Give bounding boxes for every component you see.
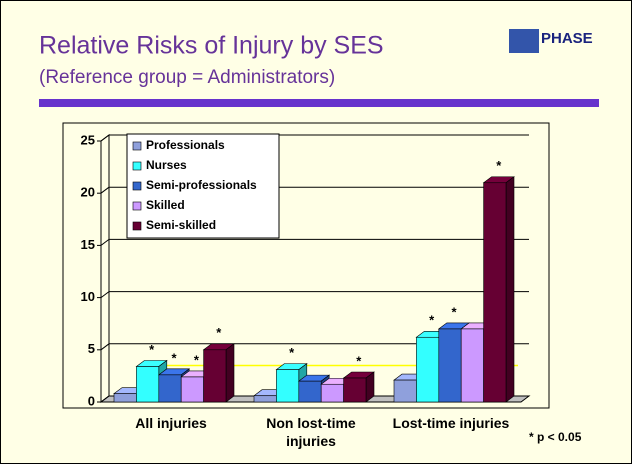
bar [343, 377, 367, 403]
bar [180, 376, 204, 403]
footnote: * p < 0.05 [529, 430, 582, 444]
x-tick-label: Non lost-time injuries [266, 415, 356, 449]
y-tick-label: 5 [88, 341, 95, 356]
x-tick-label: Lost-time injuries [392, 415, 510, 431]
bar [298, 380, 322, 403]
legend-swatch [132, 141, 142, 151]
significance-marker: * [216, 325, 222, 340]
legend-label: Nurses [146, 158, 187, 172]
significance-marker: * [496, 158, 502, 173]
bar [393, 379, 417, 403]
left-wall [100, 134, 110, 403]
grid-line [100, 291, 110, 299]
subtitle: (Reference group = Administrators) [39, 67, 335, 88]
grid-line [100, 343, 110, 351]
logo: PHASE [541, 30, 593, 47]
y-tick-label: 20 [81, 185, 95, 200]
bar [320, 383, 344, 403]
legend-box [126, 133, 280, 239]
y-tick-label: 25 [81, 132, 95, 147]
significance-marker: * [289, 345, 295, 360]
significance-marker: * [149, 342, 155, 357]
significance-marker: * [429, 313, 435, 328]
bar-side [225, 343, 235, 403]
logo-icon [509, 29, 539, 53]
y-tick-label: 0 [88, 393, 95, 408]
legend-swatch [132, 181, 142, 191]
title: Relative Risks of Injury by SES [39, 32, 384, 60]
bar [276, 369, 300, 403]
bar-side [505, 176, 515, 403]
bar [113, 393, 137, 403]
x-tick-label: All injuries [135, 415, 207, 431]
legend-swatch [132, 161, 142, 171]
title-rule [39, 99, 599, 107]
significance-marker: * [171, 350, 177, 365]
legend-label: Semi-skilled [146, 218, 216, 232]
grid-line [100, 395, 110, 403]
y-tick-label: 10 [81, 289, 95, 304]
bar [483, 182, 507, 403]
y-tick-label: 15 [81, 237, 95, 252]
grid-line [100, 186, 110, 194]
legend-label: Skilled [146, 198, 185, 212]
legend-swatch [132, 201, 142, 211]
bar [438, 328, 462, 403]
legend-label: Semi-professionals [146, 178, 257, 192]
bar [203, 349, 227, 403]
bar [136, 366, 160, 403]
significance-marker: * [194, 352, 200, 367]
bar [416, 336, 440, 403]
bar [158, 374, 182, 403]
bar [253, 395, 277, 403]
significance-marker: * [356, 353, 362, 368]
grid-line [100, 134, 110, 142]
grid-line [100, 238, 110, 246]
legend-label: Professionals [146, 138, 225, 152]
chart-frame [62, 122, 550, 409]
bar [460, 328, 484, 403]
legend: Professionals Nurses Semi-professionals Ski… [126, 133, 280, 239]
significance-marker: * [451, 304, 457, 319]
legend-swatch [132, 221, 142, 231]
